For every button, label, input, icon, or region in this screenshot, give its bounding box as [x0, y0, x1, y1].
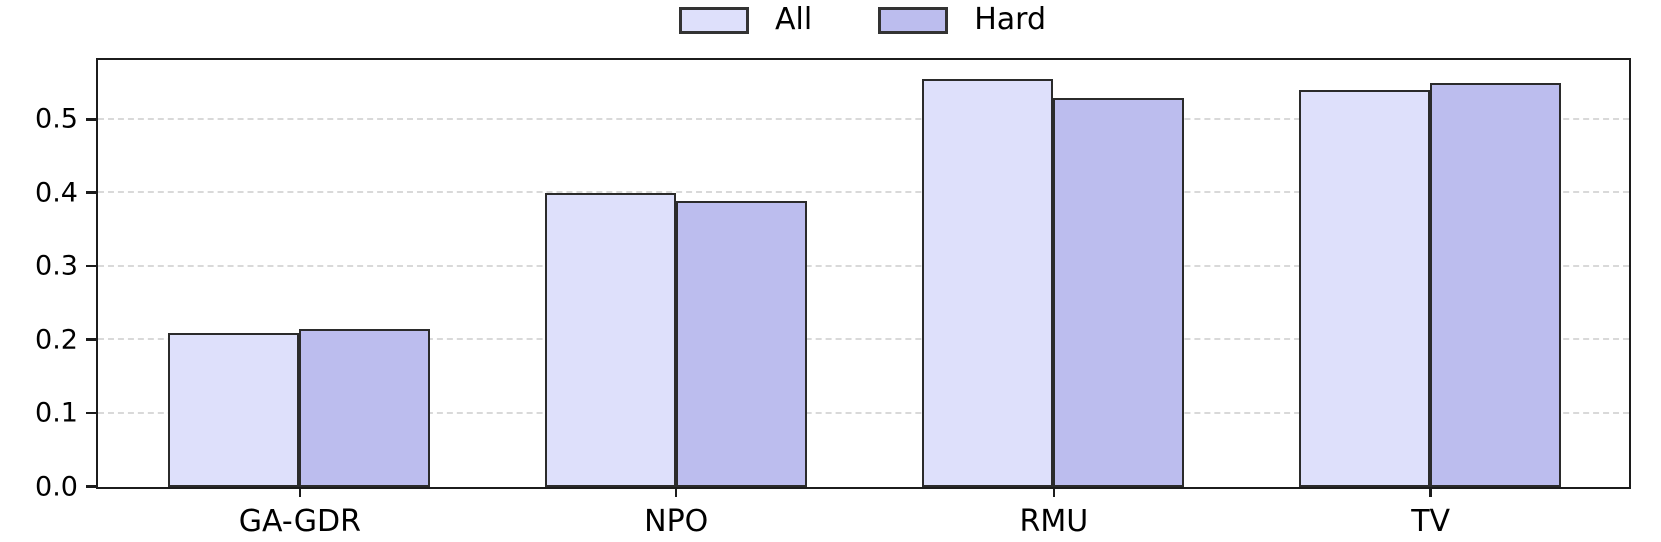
x-tick-label-npo: NPO — [644, 503, 709, 539]
gridline — [98, 338, 1629, 341]
bar-all-tv — [1299, 90, 1431, 487]
y-tick-mark — [86, 191, 96, 194]
bar-all-rmu — [922, 79, 1054, 487]
x-tick-label-ga-gdr: GA-GDR — [238, 503, 361, 539]
legend-swatch-all-icon — [679, 6, 749, 34]
x-tick-mark — [298, 486, 302, 497]
x-tick-mark — [1429, 486, 1432, 497]
bar-all-npo — [544, 193, 676, 487]
gridline — [98, 117, 1629, 120]
legend: All Hard — [0, 0, 1661, 40]
y-tick-mark — [86, 264, 96, 268]
bar-hard-ga-gdr — [299, 329, 431, 487]
y-tick-mark — [86, 485, 96, 488]
x-tick-label-rmu: RMU — [1019, 503, 1089, 539]
bar-hard-rmu — [1053, 97, 1185, 487]
legend-label-all: All — [775, 2, 813, 37]
y-tick-label: 0.0 — [35, 471, 78, 502]
x-tick-label-tv: TV — [1411, 503, 1451, 539]
gridline — [98, 411, 1629, 414]
legend-swatch-hard-icon — [878, 6, 949, 34]
bar-all-ga-gdr — [168, 332, 300, 487]
bar-hard-tv — [1430, 83, 1562, 487]
y-tick-mark — [86, 411, 96, 415]
bar-hard-npo — [675, 200, 807, 487]
plot-area — [96, 58, 1631, 489]
y-tick-mark — [86, 338, 96, 341]
gridline — [98, 264, 1629, 267]
y-tick-label: 0.4 — [35, 177, 78, 209]
y-tick-label: 0.5 — [35, 103, 78, 135]
y-tick-label: 0.1 — [35, 397, 78, 429]
y-tick-mark — [86, 118, 96, 121]
gridline — [98, 191, 1629, 194]
plot-inner — [98, 60, 1629, 487]
y-tick-label: 0.3 — [35, 250, 78, 282]
x-tick-mark — [674, 486, 678, 497]
legend-item-all: All — [679, 5, 812, 35]
legend-label-hard: Hard — [974, 2, 1046, 37]
y-tick-label: 0.2 — [35, 324, 78, 356]
legend-item-hard: Hard — [878, 5, 1046, 35]
x-tick-mark — [1052, 486, 1056, 497]
